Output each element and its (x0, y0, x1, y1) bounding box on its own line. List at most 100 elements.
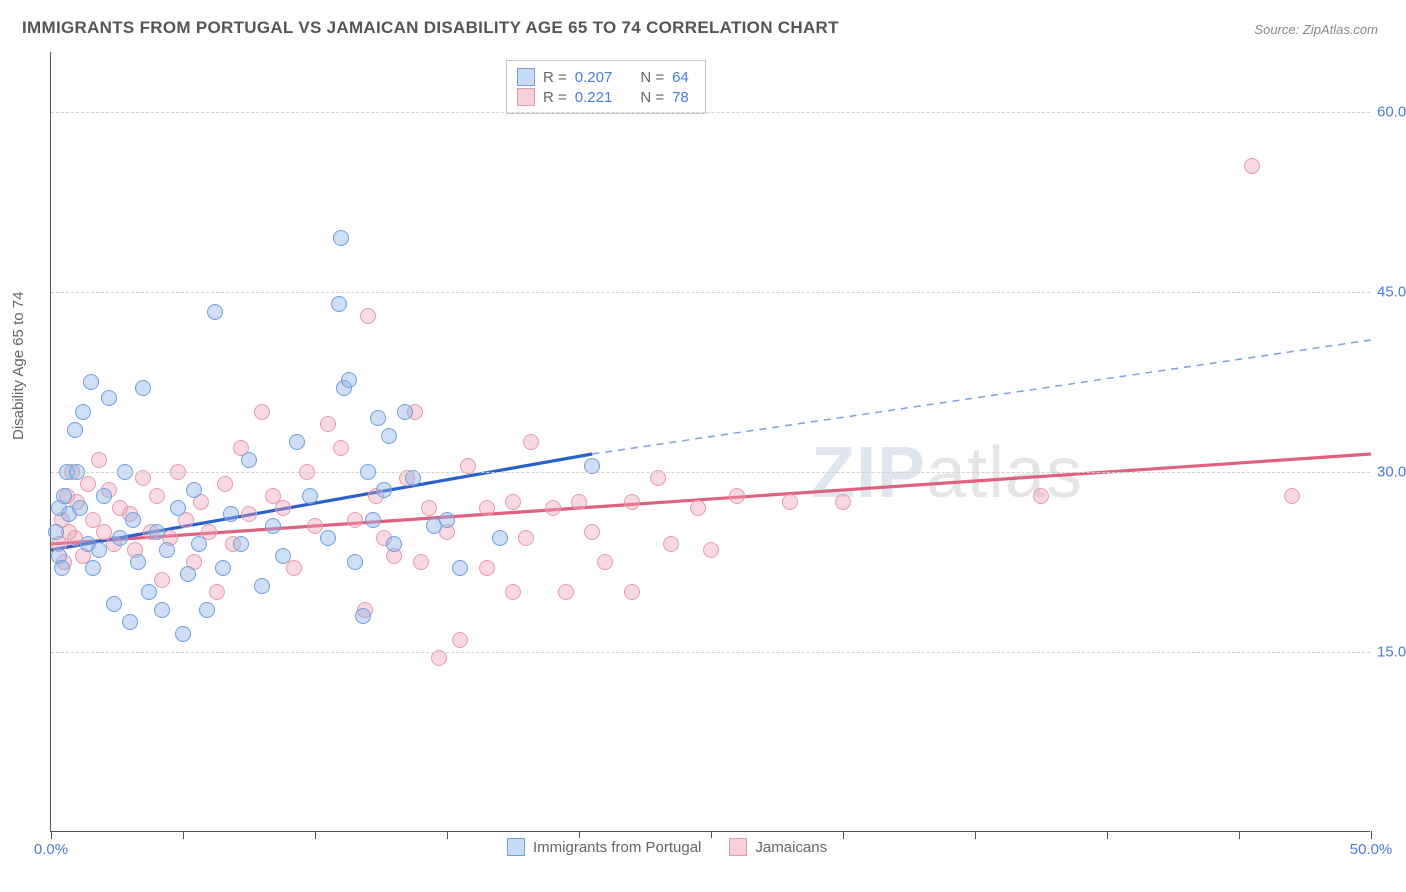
data-point (1033, 488, 1049, 504)
swatch-series1-icon (517, 68, 535, 86)
data-point (175, 626, 191, 642)
trend-lines (51, 52, 1370, 831)
y-axis-label: Disability Age 65 to 74 (10, 292, 27, 440)
data-point (289, 434, 305, 450)
data-point (341, 372, 357, 388)
data-point (72, 500, 88, 516)
data-point (80, 476, 96, 492)
data-point (85, 560, 101, 576)
data-point (452, 560, 468, 576)
data-point (254, 404, 270, 420)
data-point (835, 494, 851, 510)
data-point (191, 536, 207, 552)
source-label: Source: ZipAtlas.com (1254, 22, 1378, 37)
data-point (112, 530, 128, 546)
data-point (584, 524, 600, 540)
data-point (180, 566, 196, 582)
data-point (149, 524, 165, 540)
corr-row-1: R = 0.207 N = 64 (517, 68, 689, 86)
r2-value: 0.221 (575, 89, 613, 106)
r1-label: R = (543, 69, 567, 86)
data-point (67, 422, 83, 438)
data-point (217, 476, 233, 492)
data-point (199, 602, 215, 618)
source-prefix: Source: (1254, 22, 1299, 37)
data-point (91, 542, 107, 558)
data-point (215, 560, 231, 576)
grid-line (51, 472, 1370, 473)
data-point (96, 488, 112, 504)
grid-line (51, 292, 1370, 293)
data-point (91, 452, 107, 468)
data-point (505, 494, 521, 510)
data-point (439, 512, 455, 528)
x-tick (1239, 831, 1240, 839)
data-point (122, 614, 138, 630)
data-point (703, 542, 719, 558)
data-point (545, 500, 561, 516)
data-point (663, 536, 679, 552)
data-point (159, 542, 175, 558)
data-point (106, 596, 122, 612)
x-tick-label: 0.0% (34, 841, 68, 858)
y-tick-label: 30.0% (1377, 464, 1406, 481)
data-point (333, 440, 349, 456)
data-point (48, 524, 64, 540)
r1-value: 0.207 (575, 69, 613, 86)
data-point (223, 506, 239, 522)
data-point (729, 488, 745, 504)
data-point (413, 554, 429, 570)
data-point (149, 488, 165, 504)
data-point (597, 554, 613, 570)
data-point (782, 494, 798, 510)
data-point (141, 584, 157, 600)
data-point (135, 380, 151, 396)
data-point (571, 494, 587, 510)
data-point (1284, 488, 1300, 504)
data-point (360, 308, 376, 324)
legend-item-series1: Immigrants from Portugal (507, 838, 701, 856)
data-point (56, 488, 72, 504)
data-point (333, 230, 349, 246)
data-point (365, 512, 381, 528)
data-point (452, 632, 468, 648)
n1-value: 64 (672, 69, 689, 86)
y-tick-label: 60.0% (1377, 104, 1406, 121)
data-point (125, 512, 141, 528)
data-point (518, 530, 534, 546)
legend-item-series2: Jamaicans (729, 838, 827, 856)
corr-row-2: R = 0.221 N = 78 (517, 88, 689, 106)
data-point (386, 536, 402, 552)
source-link[interactable]: ZipAtlas.com (1303, 22, 1378, 37)
grid-line (51, 112, 1370, 113)
y-tick-label: 15.0% (1377, 644, 1406, 661)
page-title: IMMIGRANTS FROM PORTUGAL VS JAMAICAN DIS… (22, 18, 839, 38)
data-point (130, 554, 146, 570)
chart-area: ZIPatlas R = 0.207 N = 64 R = 0.221 N = … (50, 52, 1370, 832)
y-tick-label: 45.0% (1377, 284, 1406, 301)
n1-label: N = (640, 69, 664, 86)
r2-label: R = (543, 89, 567, 106)
data-point (83, 374, 99, 390)
data-point (505, 584, 521, 600)
x-tick (1107, 831, 1108, 839)
data-point (370, 410, 386, 426)
data-point (265, 518, 281, 534)
data-point (690, 500, 706, 516)
data-point (207, 304, 223, 320)
data-point (209, 584, 225, 600)
data-point (376, 482, 392, 498)
data-point (254, 578, 270, 594)
swatch-s2-icon (729, 838, 747, 856)
correlation-legend: R = 0.207 N = 64 R = 0.221 N = 78 (506, 60, 706, 114)
series2-label: Jamaicans (755, 839, 827, 856)
data-point (275, 548, 291, 564)
data-point (275, 500, 291, 516)
swatch-series2-icon (517, 88, 535, 106)
data-point (624, 494, 640, 510)
data-point (241, 506, 257, 522)
data-point (479, 560, 495, 576)
series1-label: Immigrants from Portugal (533, 839, 701, 856)
data-point (523, 434, 539, 450)
x-tick (1371, 831, 1372, 839)
